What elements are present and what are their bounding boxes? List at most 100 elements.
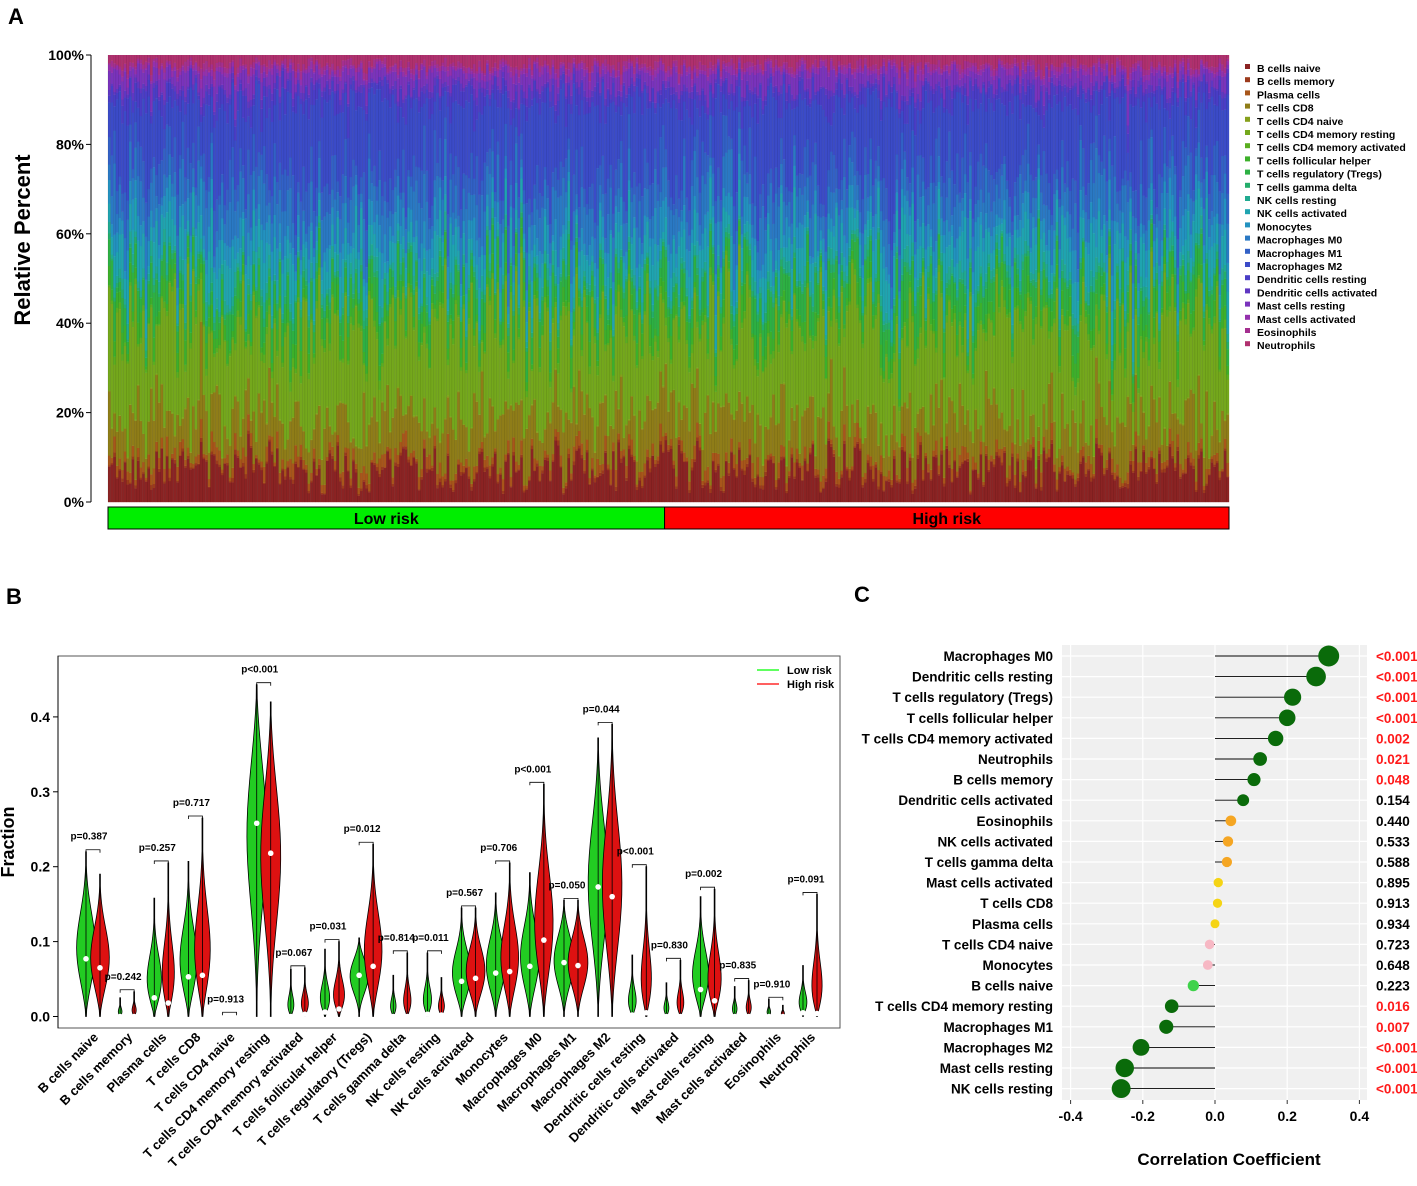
a-segment xyxy=(354,304,358,307)
a-segment xyxy=(286,91,290,176)
a-segment xyxy=(609,72,613,77)
a-segment xyxy=(307,490,311,494)
a-segment xyxy=(199,441,203,503)
a-segment xyxy=(262,229,266,264)
a-segment xyxy=(207,451,211,454)
a-segment xyxy=(354,468,358,473)
a-segment xyxy=(470,486,474,491)
a-segment xyxy=(559,195,563,237)
a-segment xyxy=(475,240,479,265)
a-segment xyxy=(577,251,581,266)
a-segment xyxy=(147,284,151,318)
a-segment xyxy=(378,60,382,71)
a-segment xyxy=(643,477,647,503)
a-segment xyxy=(352,448,355,460)
a-segment xyxy=(302,459,306,469)
a-segment xyxy=(559,315,563,321)
a-segment xyxy=(139,59,143,64)
a-segment xyxy=(604,435,607,451)
a-segment xyxy=(270,371,274,379)
a-sample-bar xyxy=(386,55,390,503)
a-segment xyxy=(517,328,521,338)
a-segment xyxy=(462,424,466,466)
a-segment xyxy=(186,89,190,104)
a-segment xyxy=(609,287,613,290)
a-segment xyxy=(394,55,397,64)
a-segment xyxy=(457,269,460,272)
a-segment xyxy=(425,431,429,457)
a-segment xyxy=(606,71,610,89)
a-segment xyxy=(391,297,395,418)
a-segment xyxy=(383,76,387,99)
a-segment xyxy=(575,424,579,436)
a-segment xyxy=(457,264,460,270)
a-segment xyxy=(123,278,127,300)
a-segment xyxy=(294,463,298,503)
a-segment xyxy=(139,88,143,94)
a-segment xyxy=(619,316,623,375)
a-segment xyxy=(155,80,159,86)
a-segment xyxy=(333,314,337,431)
a-segment xyxy=(341,66,345,72)
a-segment xyxy=(192,168,195,188)
a-segment xyxy=(131,412,135,414)
a-segment xyxy=(136,55,140,59)
a-segment xyxy=(365,295,369,310)
a-segment xyxy=(465,208,468,263)
a-segment xyxy=(281,70,285,88)
a-segment xyxy=(315,65,319,81)
a-segment xyxy=(152,167,156,228)
a-segment xyxy=(265,311,269,328)
a-segment xyxy=(462,108,466,174)
a-segment xyxy=(417,78,421,80)
a-segment xyxy=(478,414,481,415)
a-segment xyxy=(136,240,140,282)
a-segment xyxy=(118,468,122,471)
a-segment xyxy=(551,272,555,307)
a-segment xyxy=(283,449,287,470)
a-segment xyxy=(202,63,206,72)
a-segment xyxy=(333,275,337,279)
a-segment xyxy=(598,257,602,301)
a-segment xyxy=(304,99,308,192)
a-segment xyxy=(575,274,579,424)
a-segment xyxy=(622,255,626,263)
a-segment xyxy=(430,467,434,471)
a-segment xyxy=(564,411,568,413)
a-segment xyxy=(297,257,300,281)
a-segment xyxy=(472,77,476,89)
a-segment xyxy=(612,281,615,305)
a-segment xyxy=(150,81,153,84)
a-sample-bar xyxy=(517,55,521,503)
a-segment xyxy=(197,222,201,252)
a-segment xyxy=(160,205,164,215)
a-segment xyxy=(588,265,592,285)
a-segment xyxy=(226,314,229,341)
a-segment xyxy=(546,295,550,308)
a-segment xyxy=(160,65,164,70)
a-segment xyxy=(168,201,172,237)
a-segment xyxy=(436,71,439,76)
a-segment xyxy=(441,70,445,84)
a-segment xyxy=(593,299,597,304)
a-segment xyxy=(583,473,586,503)
a-segment xyxy=(273,284,277,305)
a-segment xyxy=(517,284,521,306)
a-segment xyxy=(352,64,355,67)
a-segment xyxy=(136,290,140,323)
a-segment xyxy=(257,80,261,84)
a-segment xyxy=(129,124,132,142)
a-segment xyxy=(538,277,542,313)
a-sample-bar xyxy=(260,55,264,503)
a-segment xyxy=(436,488,439,503)
a-segment xyxy=(205,326,208,344)
a-segment xyxy=(627,433,631,446)
a-segment xyxy=(441,303,445,309)
a-segment xyxy=(509,291,513,300)
a-segment xyxy=(525,382,529,392)
a-segment xyxy=(283,256,287,291)
a-segment xyxy=(136,175,140,217)
a-segment xyxy=(328,425,332,427)
a-segment xyxy=(157,457,161,469)
a-segment xyxy=(239,58,243,66)
